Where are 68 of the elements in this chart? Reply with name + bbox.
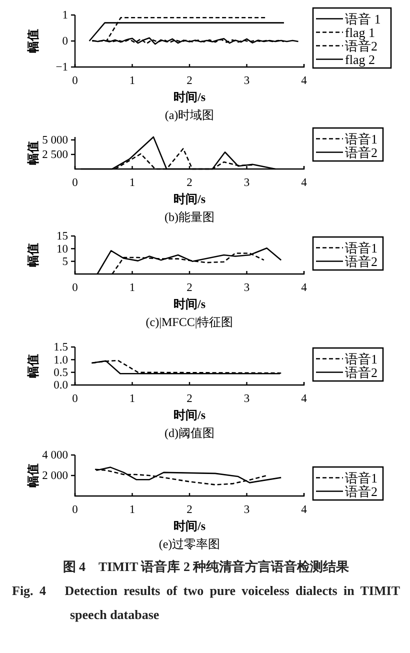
x-tick-label: 1 [129,75,136,88]
x-tick-label: 4 [301,75,308,88]
x-tick-label: 0 [72,177,78,190]
legend-label: 语音2 [345,364,378,380]
x-tick-label: 4 [301,282,308,294]
y-axis-title: 幅值 [26,29,40,53]
y-tick-label: 1 [62,10,68,22]
x-tick-label: 2 [186,282,193,294]
legend-label: 语音2 [345,38,378,54]
y-axis-title: 幅值 [26,243,40,267]
y-tick-label: 5 000 [42,134,68,147]
x-axis-title: 时间/s [173,408,206,422]
x-tick-label: 2 [186,393,193,406]
x-tick-label: 1 [129,504,136,516]
y-axis-title: 幅值 [26,354,40,378]
y-tick-label: 10 [56,243,68,256]
y-tick-label: 0.5 [54,367,68,380]
x-tick-label: 1 [129,282,136,294]
text: (d)阈值图 [164,426,214,440]
y-tick-label: −1 [56,62,68,74]
legend-label: 语音1 [345,131,378,146]
y-tick-label: 0.0 [54,380,68,392]
caption: Fig. 4 Detection results of two pure voiceless dialects in TIMIT speech database [12,582,400,624]
x-tick-label: 3 [244,393,250,406]
caption: 图 4 TIMIT 语音库 2 种纯清音方言语音检测结果 [62,558,350,576]
x-axis-title: 时间/s [173,519,206,533]
y-axis-title: 幅值 [26,141,40,165]
x-tick-label: 0 [72,75,78,88]
y-axis-title: 幅值 [26,464,40,488]
text: (b)能量图 [164,210,214,224]
x-tick-label: 0 [72,504,78,516]
text: (a)时域图 [164,108,214,122]
y-tick-label: 1.0 [54,354,68,366]
legend-label: flag 2 [345,52,375,67]
legend-label: 语音2 [345,484,378,499]
y-tick-label: 4 000 [42,450,68,462]
x-tick-label: 2 [186,177,193,190]
x-tick-label: 0 [72,393,78,406]
y-tick-label: 2 500 [42,149,68,162]
legend-label: 语音2 [345,254,378,269]
x-tick-label: 3 [244,177,250,190]
x-tick-label: 4 [301,177,308,190]
legend-label: 语音1 [345,240,378,256]
x-tick-label: 1 [129,177,136,190]
x-tick-label: 4 [301,504,308,516]
x-tick-label: 4 [301,393,308,406]
x-tick-label: 1 [129,393,136,406]
x-tick-label: 2 [186,75,193,88]
text: (c)|MFCC|特征图 [146,315,234,329]
y-tick-label: 5 [62,256,68,268]
y-tick-label: 15 [56,230,68,243]
legend-label: 语音 1 [345,11,381,26]
x-tick-label: 3 [244,282,250,294]
x-tick-label: 2 [186,504,193,516]
y-tick-label: 1.5 [54,342,68,354]
legend-label: flag 1 [345,24,375,40]
legend-label: 语音2 [345,144,378,160]
y-tick-label: 2 000 [42,470,68,482]
y-tick-label: 0 [62,36,68,48]
x-axis-title: 时间/s [173,297,206,311]
x-axis-title: 时间/s [173,90,206,104]
legend-label: 语音1 [345,470,378,486]
x-axis-title: 时间/s [173,192,206,206]
x-tick-label: 3 [244,75,250,88]
text: (e)过零率图 [158,537,220,551]
x-tick-label: 3 [244,504,250,516]
legend-label: 语音1 [345,351,378,366]
x-tick-label: 0 [72,282,78,294]
